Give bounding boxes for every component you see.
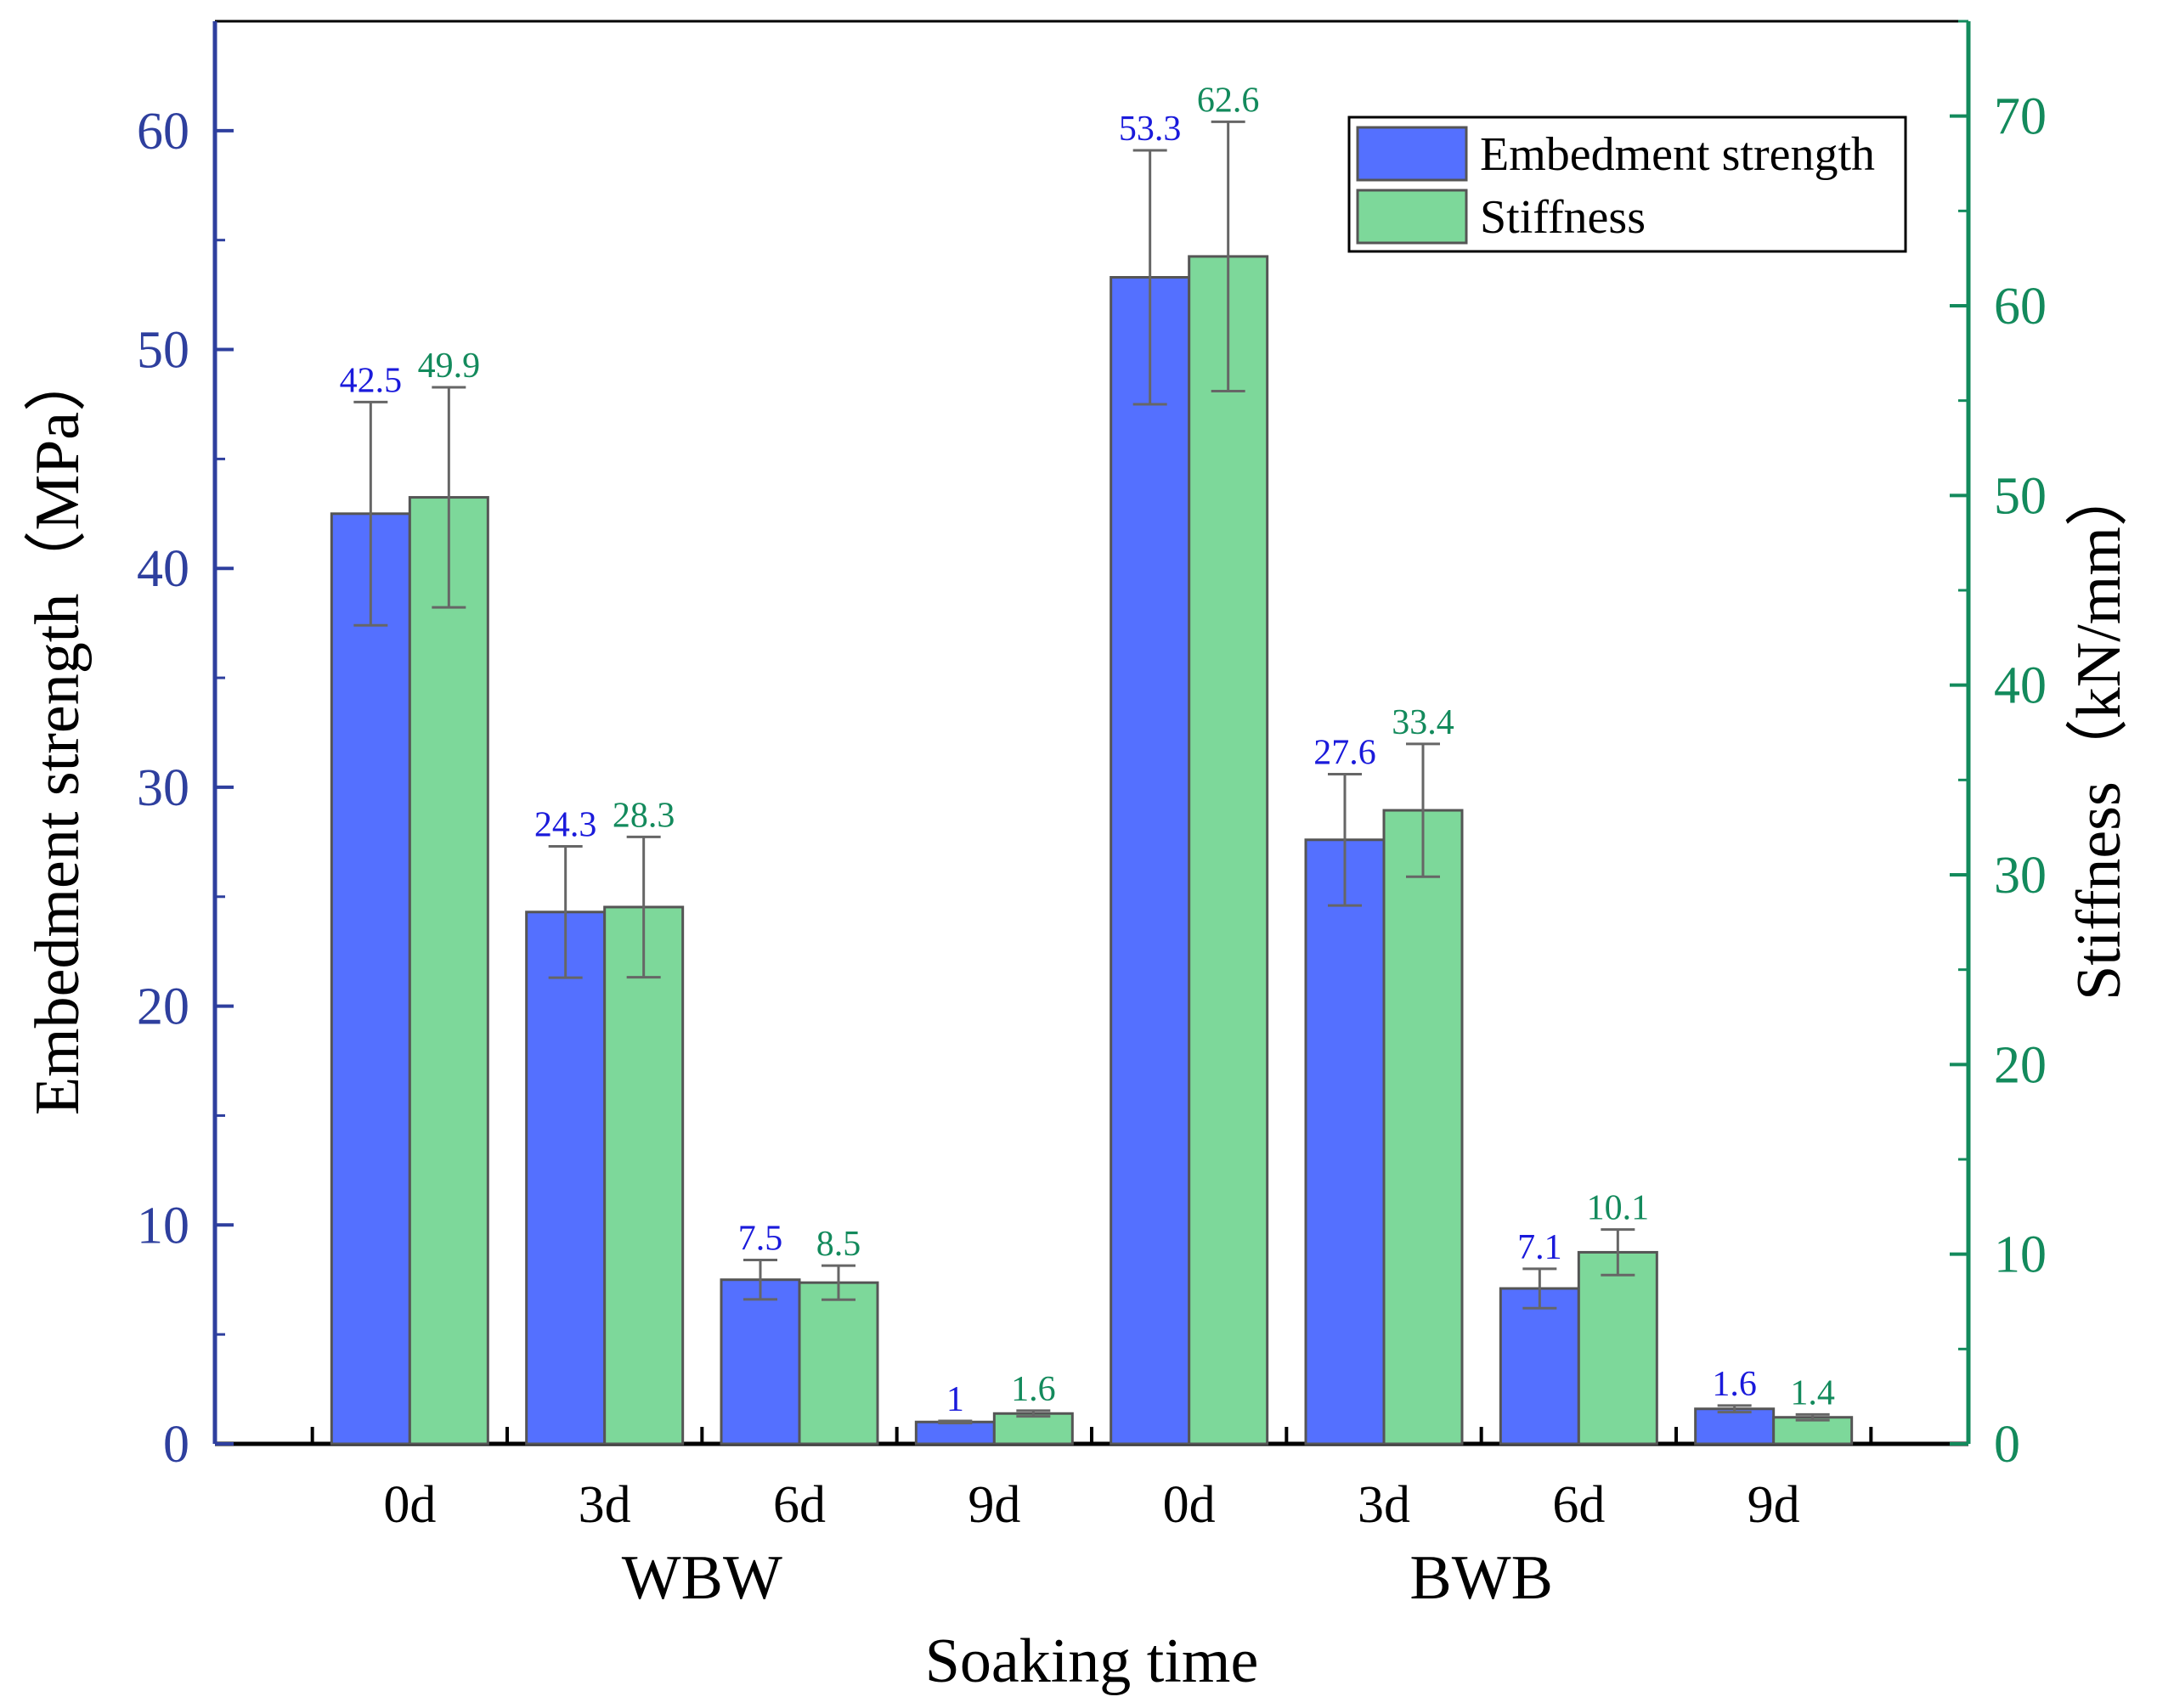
group-label-wbw: WBW <box>622 1543 782 1613</box>
right-tick-label-70: 70 <box>1994 88 2047 146</box>
right-axis-title: Stiffness（kN/mm） <box>2064 464 2134 1001</box>
bar-stiffness-3 <box>992 1412 1074 1446</box>
right-tick-label-50: 50 <box>1994 467 2047 525</box>
value-label-stiffness-2: 8.5 <box>816 1225 861 1264</box>
bar-embedment-strength-6 <box>1499 1287 1580 1446</box>
category-label-6: 6d <box>1552 1476 1605 1534</box>
x-axis-ticks <box>310 1427 1873 1444</box>
value-label-stiffness-1: 28.3 <box>613 796 675 835</box>
value-label-embedment-strength-0: 42.5 <box>340 361 403 400</box>
value-label-embedment-strength-2: 7.5 <box>738 1220 783 1259</box>
legend-label-embedment-strength: Embedment strength <box>1480 128 1875 181</box>
bar-stiffness-6 <box>1577 1250 1658 1446</box>
category-label-5: 3d <box>1358 1476 1410 1534</box>
error-bars-layer <box>353 120 1830 1425</box>
value-label-stiffness-7: 1.4 <box>1790 1373 1835 1412</box>
left-tick-label-20: 20 <box>137 978 189 1036</box>
right-tick-label-40: 40 <box>1994 657 2047 715</box>
legend-swatch-stiffness <box>1356 189 1468 245</box>
legend: Embedment strength Stiffness <box>1347 116 1907 253</box>
bar-embedment-strength-7 <box>1694 1407 1776 1446</box>
left-tick-label-30: 30 <box>137 759 189 817</box>
category-label-3: 9d <box>968 1476 1020 1534</box>
right-tick-label-60: 60 <box>1994 278 2047 335</box>
bar-embedment-strength-1 <box>525 910 607 1446</box>
value-label-stiffness-6: 10.1 <box>1587 1189 1650 1228</box>
legend-label-stiffness: Stiffness <box>1480 191 1646 244</box>
bar-stiffness-1 <box>603 905 685 1446</box>
group-label-bwb: BWB <box>1409 1543 1553 1613</box>
value-label-stiffness-5: 33.4 <box>1392 703 1454 742</box>
x-axis-title: Soaking time <box>925 1626 1259 1696</box>
bar-embedment-strength-4 <box>1110 276 1191 1446</box>
category-labels-layer: 0d 3d 6d 9d 0d 3d 6d 9d <box>383 1476 1799 1534</box>
value-label-stiffness-4: 62.6 <box>1197 81 1260 120</box>
right-tick-label-20: 20 <box>1994 1036 2047 1094</box>
category-label-0: 0d <box>383 1476 436 1534</box>
bar-stiffness-5 <box>1382 809 1464 1446</box>
right-tick-label-30: 30 <box>1994 847 2047 905</box>
left-tick-label-10: 10 <box>137 1197 189 1254</box>
value-label-embedment-strength-5: 27.6 <box>1313 733 1376 772</box>
bar-stiffness-0 <box>408 496 489 1446</box>
right-tick-label-10: 10 <box>1994 1226 2047 1284</box>
bars-layer <box>330 255 1854 1446</box>
value-label-embedment-strength-7: 1.6 <box>1712 1365 1757 1404</box>
value-label-embedment-strength-4: 53.3 <box>1119 110 1182 149</box>
value-label-embedment-strength-1: 24.3 <box>534 806 597 845</box>
left-axis-ticks: 0 10 20 30 40 50 60 <box>137 103 234 1474</box>
category-label-1: 3d <box>579 1476 631 1534</box>
bar-embedment-strength-0 <box>330 512 411 1446</box>
value-label-embedment-strength-6: 7.1 <box>1517 1228 1562 1267</box>
right-axis-ticks: 0 10 20 30 40 50 60 70 <box>1950 20 2047 1474</box>
bar-embedment-strength-5 <box>1304 838 1386 1446</box>
left-tick-label-60: 60 <box>137 103 189 161</box>
left-tick-label-0: 0 <box>163 1416 189 1474</box>
legend-swatch-embedment-strength <box>1356 126 1468 182</box>
bar-embedment-strength-3 <box>914 1420 996 1446</box>
right-tick-label-0: 0 <box>1994 1416 2020 1474</box>
value-label-stiffness-3: 1.6 <box>1011 1370 1056 1409</box>
value-labels-layer: 42.5 24.3 7.5 1 53.3 27.6 7.1 1.6 49.9 28.3 8.5 1.6… <box>340 81 1835 1419</box>
value-label-stiffness-0: 49.9 <box>418 347 481 386</box>
category-label-7: 9d <box>1748 1476 1800 1534</box>
left-tick-label-50: 50 <box>137 322 189 380</box>
category-label-2: 6d <box>773 1476 826 1534</box>
bar-embedment-strength-2 <box>720 1278 801 1446</box>
bar-stiffness-2 <box>798 1281 879 1446</box>
bar-stiffness-4 <box>1188 255 1269 1446</box>
value-label-embedment-strength-3: 1 <box>946 1380 964 1419</box>
left-axis-title: Embedment strength（MPa） <box>23 349 93 1115</box>
left-tick-label-40: 40 <box>137 540 189 598</box>
group-labels-layer: WBW BWB <box>622 1543 1553 1613</box>
category-label-4: 0d <box>1163 1476 1216 1534</box>
